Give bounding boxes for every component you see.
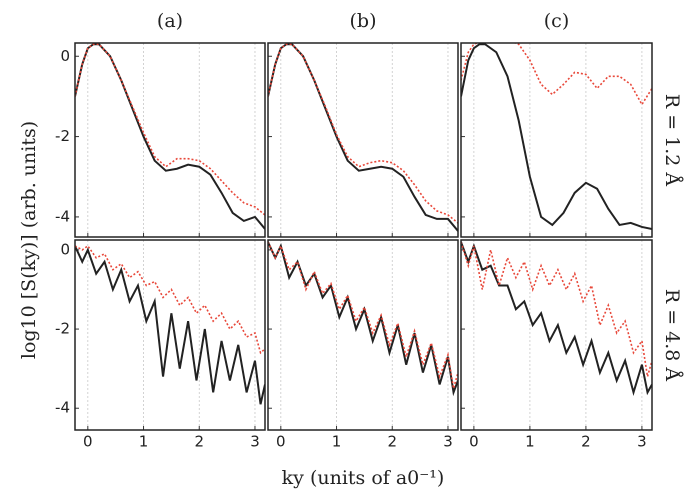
y-tick-label: -4	[55, 207, 70, 225]
panel-frame	[460, 42, 653, 238]
row-label: R = 1.2 Å	[661, 94, 683, 187]
panel-frame	[460, 239, 653, 431]
data-line	[75, 245, 265, 405]
data-line	[75, 244, 265, 355]
x-tick-label: 0	[83, 433, 93, 451]
panel-frame	[74, 42, 266, 238]
data-line	[461, 241, 652, 377]
plot-area	[461, 43, 652, 230]
x-tick-label: 0	[276, 433, 286, 451]
x-tick-label: 3	[443, 433, 453, 451]
plot-area	[75, 43, 265, 230]
plot-area	[268, 241, 458, 397]
x-tick-label: 1	[139, 433, 149, 451]
data-line	[75, 43, 265, 216]
data-line	[268, 43, 458, 224]
x-tick-label: 1	[332, 433, 342, 451]
panel-title: (a)	[157, 10, 183, 32]
data-line	[268, 43, 458, 232]
data-line	[268, 241, 458, 397]
x-tick-label: 3	[250, 433, 260, 451]
plot-area	[461, 241, 652, 397]
row-label: R = 4.8 Å	[661, 289, 683, 382]
panel-title: (b)	[350, 10, 377, 32]
y-tick-label: -2	[55, 320, 70, 338]
y-tick-label: 0	[60, 240, 70, 258]
x-tick-label: 2	[387, 433, 397, 451]
y-axis-label: log10 [S(ky)] (arb. units)	[18, 121, 40, 359]
x-axis-label: ky (units of a0⁻¹)	[282, 467, 445, 489]
y-tick-label: -2	[55, 127, 70, 145]
panel-frame	[267, 239, 459, 431]
data-line	[461, 43, 652, 107]
panel-title: (c)	[544, 10, 569, 32]
y-tick-label: -4	[55, 399, 70, 417]
x-tick-label: 1	[525, 433, 535, 451]
plot-area	[268, 43, 458, 232]
plot-area	[75, 244, 265, 405]
data-line	[461, 43, 652, 230]
panel-frame	[74, 239, 266, 431]
y-tick-label: 0	[60, 47, 70, 65]
x-tick-label: 2	[194, 433, 204, 451]
x-tick-label: 0	[469, 433, 479, 451]
data-line	[461, 241, 652, 397]
x-tick-label: 3	[637, 433, 647, 451]
panel-frame	[267, 42, 459, 238]
x-tick-label: 2	[581, 433, 591, 451]
data-line	[75, 43, 265, 230]
